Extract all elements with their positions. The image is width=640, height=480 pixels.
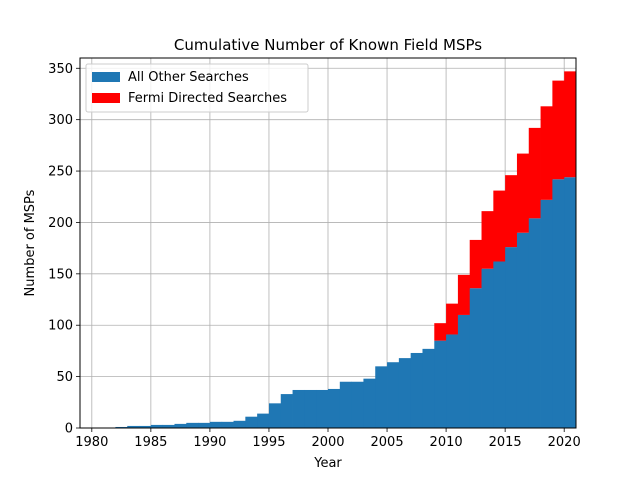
bar-all-other bbox=[174, 423, 187, 428]
legend-label-all-other: All Other Searches bbox=[128, 70, 249, 85]
bar-all-other bbox=[422, 348, 435, 428]
bar-all-other bbox=[233, 420, 246, 428]
bar-all-other bbox=[328, 388, 341, 428]
bar-all-other bbox=[351, 381, 364, 428]
x-tick-label: 2000 bbox=[311, 435, 344, 450]
bar-all-other bbox=[280, 394, 293, 428]
bar-all-other bbox=[434, 340, 447, 428]
y-tick-label: 300 bbox=[48, 113, 73, 128]
bar-fermi bbox=[434, 323, 447, 341]
bar-all-other bbox=[292, 389, 305, 428]
bar-all-other bbox=[469, 288, 482, 428]
legend-box bbox=[85, 63, 309, 113]
bar-all-other bbox=[268, 403, 282, 428]
bar-all-other bbox=[387, 362, 400, 428]
bar-fermi bbox=[505, 175, 518, 248]
bar-all-other bbox=[481, 268, 494, 428]
x-axis-title: Year bbox=[313, 456, 342, 471]
y-tick-label: 0 bbox=[65, 422, 73, 437]
bar-all-other bbox=[127, 425, 140, 428]
bar-fermi bbox=[446, 303, 459, 335]
x-tick-label: 2015 bbox=[489, 435, 522, 450]
bar-all-other bbox=[257, 413, 270, 428]
bar-fermi bbox=[469, 239, 482, 289]
bar-all-other bbox=[150, 424, 164, 428]
bar-all-other bbox=[375, 366, 388, 428]
bar-all-other bbox=[457, 314, 471, 428]
bar-fermi bbox=[516, 153, 530, 233]
x-tick-label: 2010 bbox=[430, 435, 463, 450]
y-tick-label: 350 bbox=[48, 62, 73, 77]
bar-all-other bbox=[115, 426, 128, 428]
bar-all-other bbox=[245, 416, 258, 428]
legend: All Other Searches Fermi Directed Search… bbox=[85, 63, 309, 113]
bar-all-other bbox=[552, 179, 565, 428]
x-tick-label: 1980 bbox=[75, 435, 108, 450]
ticks: 1980 1985 1990 1995 2000 2005 2010 2015 2020 0 50 1… bbox=[48, 62, 581, 450]
legend-swatch-fermi bbox=[92, 93, 120, 103]
bar-fermi bbox=[540, 106, 553, 200]
bar-all-other bbox=[493, 261, 506, 428]
y-tick-label: 250 bbox=[48, 165, 73, 180]
legend-label-fermi: Fermi Directed Searches bbox=[128, 91, 287, 106]
bar-fermi bbox=[552, 80, 565, 180]
bar-all-other bbox=[564, 177, 577, 428]
y-tick-label: 150 bbox=[48, 267, 73, 282]
x-tick-label: 1990 bbox=[193, 435, 226, 450]
bar-all-other bbox=[162, 424, 175, 428]
y-axis-title: Number of MSPs bbox=[23, 189, 38, 296]
chart-title: Cumulative Number of Known Field MSPs bbox=[174, 36, 482, 54]
bar-fermi bbox=[481, 211, 494, 269]
bar-all-other bbox=[209, 421, 223, 428]
y-tick-label: 50 bbox=[56, 370, 73, 385]
bar-all-other bbox=[198, 422, 211, 428]
bar-all-other bbox=[505, 247, 518, 428]
y-tick-label: 100 bbox=[48, 319, 73, 334]
bar-all-other bbox=[186, 422, 199, 428]
bar-fermi bbox=[493, 190, 506, 262]
bar-all-other bbox=[339, 381, 353, 428]
bars bbox=[115, 71, 577, 428]
x-tick-label: 2020 bbox=[548, 435, 581, 450]
bar-fermi bbox=[564, 71, 577, 178]
x-tick-label: 1985 bbox=[134, 435, 167, 450]
y-tick-label: 200 bbox=[48, 216, 73, 231]
x-tick-label: 1995 bbox=[252, 435, 285, 450]
bar-all-other bbox=[221, 421, 234, 428]
legend-swatch-all-other bbox=[92, 72, 120, 82]
bar-all-other bbox=[528, 218, 541, 428]
bar-fermi bbox=[457, 274, 471, 315]
bar-all-other bbox=[304, 389, 317, 428]
bar-all-other bbox=[139, 425, 152, 428]
bar-all-other bbox=[363, 378, 376, 428]
bar-all-other bbox=[516, 232, 530, 428]
x-tick-label: 2005 bbox=[371, 435, 404, 450]
bar-all-other bbox=[316, 389, 329, 428]
bar-all-other bbox=[540, 199, 553, 428]
bar-all-other bbox=[398, 358, 412, 428]
bar-all-other bbox=[410, 352, 423, 428]
bar-all-other bbox=[446, 334, 459, 428]
bar-fermi bbox=[528, 127, 541, 219]
